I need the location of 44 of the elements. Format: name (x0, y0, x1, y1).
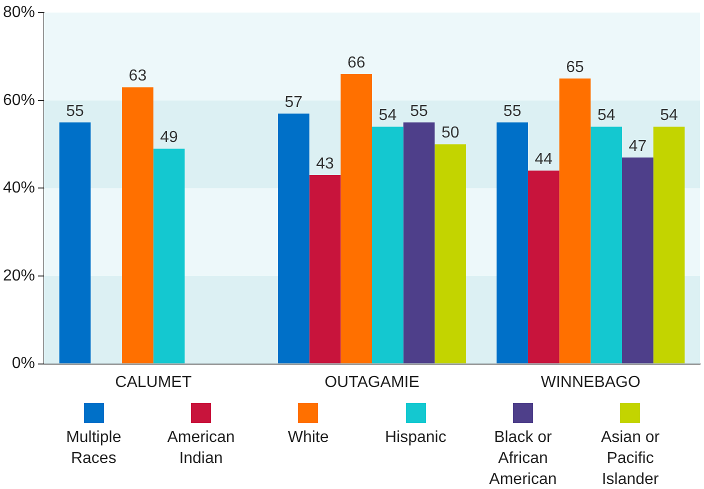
legend-label: American Indian (166, 428, 236, 469)
data-label: 47 (628, 138, 647, 155)
legend-label: Black or African American (488, 428, 558, 489)
bar (153, 148, 185, 364)
bar (434, 144, 466, 364)
bar (59, 122, 91, 364)
bar (403, 122, 435, 364)
y-tick-label: 0% (12, 355, 36, 372)
legend-label: Asian or Pacific Islander (600, 428, 661, 489)
bar (122, 87, 154, 364)
data-label: 54 (660, 107, 678, 124)
bar (340, 74, 372, 364)
bar (496, 122, 528, 364)
legend-label: Multiple Races (65, 428, 122, 469)
legend-label: White (288, 428, 329, 448)
bar (278, 114, 310, 364)
data-label: 65 (566, 58, 584, 76)
x-tick-label: OUTAGAMIE (324, 374, 420, 391)
data-label: 43 (316, 155, 334, 172)
data-label: 55 (66, 102, 84, 120)
bar (528, 170, 560, 364)
data-label: 54 (597, 107, 616, 124)
bar (590, 126, 622, 364)
data-label: 57 (284, 94, 303, 111)
y-tick-label: 40% (2, 180, 36, 197)
data-label: 55 (503, 102, 522, 120)
legend-label: Hispanic (384, 428, 446, 448)
data-label: 55 (410, 102, 428, 120)
bar (372, 126, 404, 364)
data-label: 50 (441, 124, 460, 142)
data-label: 54 (378, 107, 397, 124)
x-tick-label: WINNEBAGO (540, 374, 640, 391)
data-label: 49 (160, 129, 178, 146)
bar (309, 175, 341, 364)
data-label: 66 (347, 54, 366, 72)
bar (559, 78, 591, 364)
data-label: 63 (128, 68, 147, 85)
y-tick-label: 80% (2, 4, 36, 22)
x-tick-label: CALUMET (115, 374, 192, 391)
y-tick-label: 20% (2, 267, 36, 284)
y-tick-label: 60% (2, 92, 36, 109)
bar (622, 157, 654, 364)
bar (653, 126, 685, 364)
data-label: 44 (534, 151, 553, 168)
